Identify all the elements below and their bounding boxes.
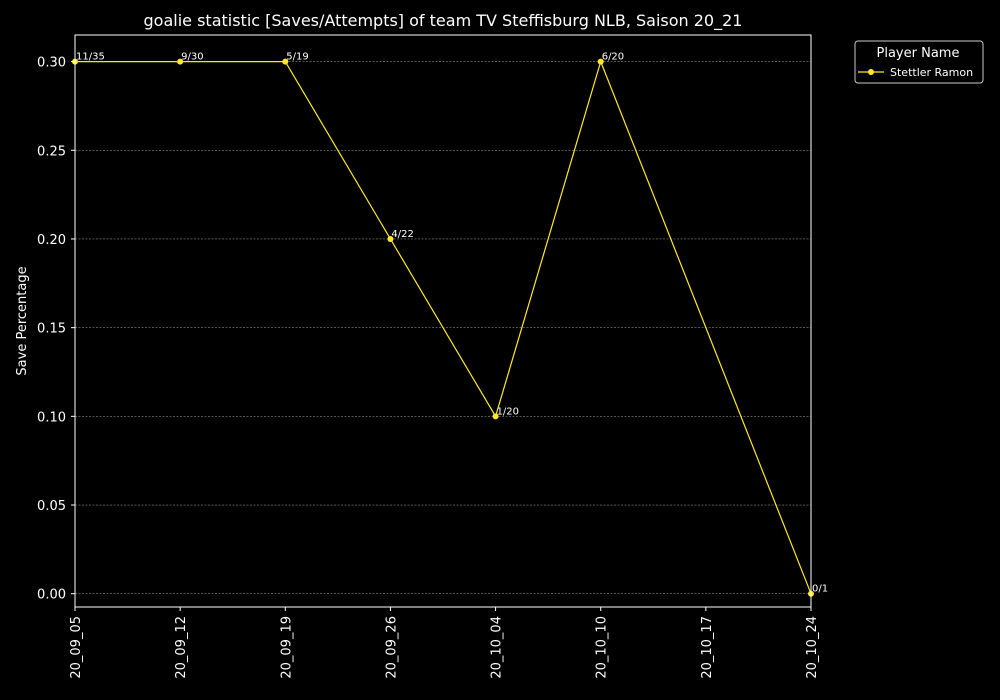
x-tick-label: 20_10_24: [805, 616, 820, 679]
data-point: [597, 58, 604, 65]
y-axis-label: Save Percentage: [15, 266, 30, 375]
legend-marker-swatch: [868, 69, 874, 75]
y-tick-label: 0.05: [37, 499, 66, 514]
data-label: 0/1: [812, 584, 828, 595]
y-tick-label: 0.00: [37, 588, 66, 603]
legend-entry-label: Stettler Ramon: [890, 66, 973, 79]
legend-title: Player Name: [877, 46, 960, 61]
legend: Player Name Stettler Ramon: [854, 40, 984, 84]
legend-box: [854, 40, 984, 84]
x-tick-label: 20_09_19: [279, 616, 294, 679]
x-tick-label: 20_10_04: [490, 616, 505, 679]
plot-frame: [74, 34, 812, 608]
y-axis: 0.00 0.05 0.10 0.15 0.20 0.25 0.30: [37, 56, 75, 603]
data-label: 11/35: [76, 52, 105, 63]
data-point: [387, 235, 394, 242]
y-tick-label: 0.15: [37, 322, 66, 337]
x-tick-label: 20_09_26: [384, 616, 399, 679]
data-label: 5/19: [286, 52, 308, 63]
y-tick-label: 0.25: [37, 144, 66, 159]
x-tick-label: 20_10_10: [595, 616, 610, 679]
series-layer: 11/35 9/30 5/19 4/22 1/20 6/20 0/1: [72, 52, 828, 597]
data-label: 6/20: [602, 52, 624, 63]
x-tick-label: 20_09_12: [174, 616, 189, 679]
y-tick-label: 0.20: [37, 233, 66, 248]
data-point: [177, 58, 184, 65]
y-tick-label: 0.10: [37, 410, 66, 425]
data-label: 4/22: [391, 229, 413, 240]
x-tick-label: 20_10_17: [700, 616, 715, 679]
chart-title: goalie statistic [Saves/Attempts] of tea…: [144, 11, 743, 31]
data-label: 9/30: [181, 52, 203, 63]
data-label: 1/20: [497, 406, 519, 417]
x-tick-label: 20_09_05: [69, 616, 84, 679]
data-point: [282, 58, 289, 65]
x-axis: 20_09_05 20_09_12 20_09_19 20_09_26 20_10_04…: [69, 607, 820, 679]
data-point: [492, 413, 499, 420]
y-tick-label: 0.30: [37, 56, 66, 71]
